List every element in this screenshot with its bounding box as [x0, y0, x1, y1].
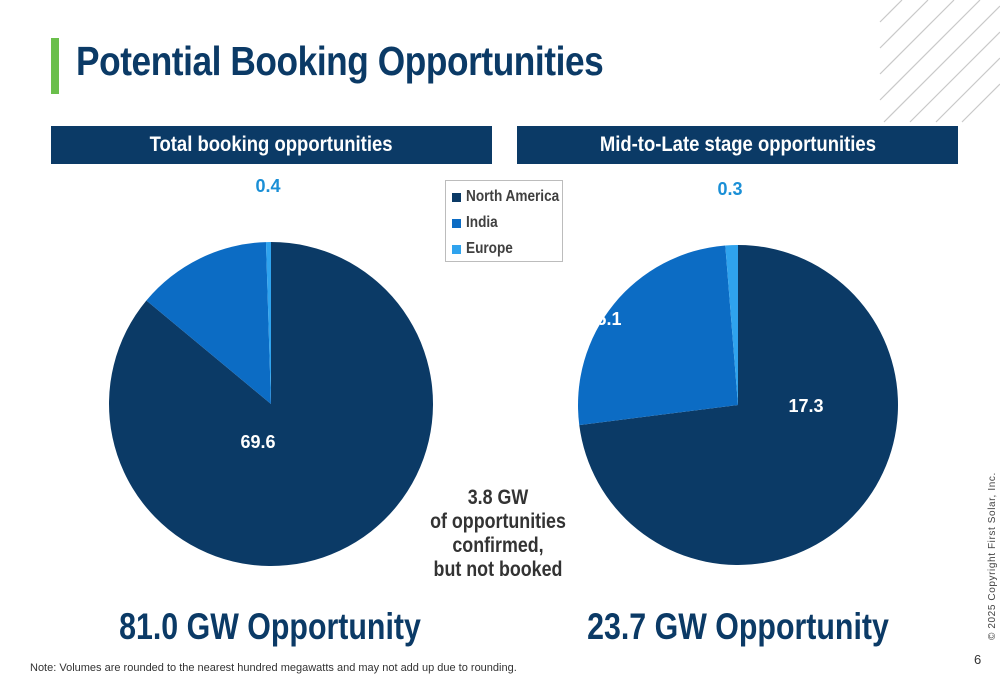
- pie-slice-india: [146, 242, 271, 404]
- pie-slice-north-america: [579, 245, 899, 565]
- legend-item-india: India: [452, 210, 562, 236]
- right-chart-header: Mid-to-Late stage opportunities: [517, 126, 958, 164]
- legend-swatch: [452, 218, 461, 228]
- data-label-north-america: 17.3: [788, 396, 823, 416]
- legend-swatch: [452, 244, 461, 254]
- confirmed-not-booked-note: 3.8 GW of opportunities confirmed, but n…: [418, 486, 578, 582]
- note-line: confirmed,: [452, 534, 544, 557]
- legend-label: North America: [466, 188, 560, 205]
- legend-label: India: [466, 214, 498, 231]
- left-chart-header: Total booking opportunities: [51, 126, 492, 164]
- pie-slice-north-america: [109, 242, 434, 567]
- pie-slice-europe: [265, 242, 271, 404]
- footnote: Note: Volumes are rounded to the nearest…: [30, 662, 517, 674]
- legend-label: Europe: [466, 240, 513, 257]
- left-chart-header-label: Total booking opportunities: [150, 133, 393, 156]
- data-label-india: 6.1: [596, 309, 621, 329]
- page-title: Potential Booking Opportunities: [76, 38, 604, 84]
- copyright-notice: © 2025 Copyright First Solar, Inc.: [987, 472, 998, 640]
- data-label-europe: 0.3: [717, 179, 742, 199]
- right-chart-header-label: Mid-to-Late stage opportunities: [599, 133, 876, 156]
- chart-legend: North America India Europe: [445, 180, 563, 262]
- left-total-opportunity: 81.0 GW Opportunity: [119, 606, 421, 647]
- data-label-europe: 0.4: [255, 176, 280, 196]
- legend-item-north-america: North America: [452, 184, 562, 210]
- pie-slice-europe: [725, 245, 738, 405]
- note-line: of opportunities: [430, 510, 566, 533]
- legend-swatch: [452, 192, 461, 202]
- note-line: but not booked: [433, 558, 563, 581]
- data-label-north-america: 69.6: [240, 432, 275, 452]
- pie-slice-india: [578, 245, 738, 426]
- title-accent-bar: [51, 38, 59, 94]
- note-line: 3.8 GW: [467, 486, 529, 509]
- data-label-india: 10.9: [199, 231, 234, 251]
- page-number: 6: [974, 652, 982, 667]
- right-total-opportunity: 23.7 GW Opportunity: [587, 606, 889, 647]
- legend-item-europe: Europe: [452, 236, 562, 262]
